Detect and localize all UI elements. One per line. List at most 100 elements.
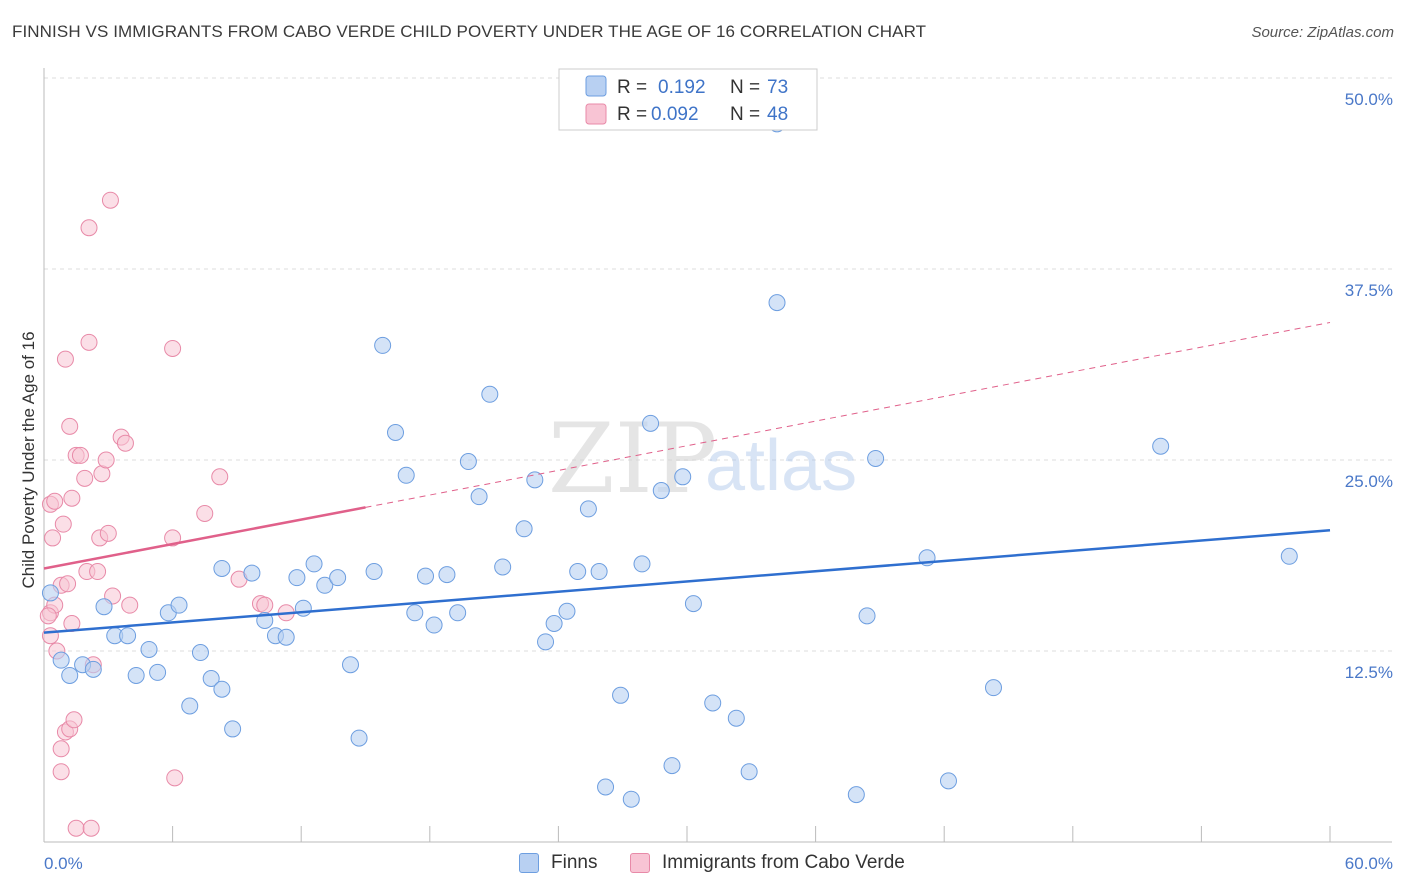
finns-point-24 — [294, 599, 312, 617]
finns-point-23 — [288, 569, 306, 587]
cabo-point-15 — [63, 489, 81, 507]
legend-swatch-finns-bottom — [519, 853, 539, 873]
cabo-point-39 — [196, 504, 214, 522]
finns-point-38 — [449, 604, 467, 622]
cabo-point-20 — [76, 469, 94, 487]
series-legend: Finns Immigrants from Cabo Verde — [0, 852, 1406, 878]
finns-point-55 — [642, 414, 660, 432]
cabo-point-31 — [101, 191, 119, 209]
legend-r-label-finns: R = — [617, 77, 647, 98]
finns-point-39 — [459, 453, 477, 471]
x-tick-label-0: 0.0% — [44, 854, 83, 873]
finns-point-50 — [590, 563, 608, 581]
finns-point-40 — [470, 488, 488, 506]
cabo-point-40 — [211, 468, 229, 486]
finns-point-72 — [1280, 547, 1298, 565]
grid-lines — [44, 77, 1392, 652]
finns-point-46 — [545, 614, 563, 632]
finns-trend-line — [43, 529, 1331, 634]
cabo-point-45 — [39, 607, 57, 625]
watermark-atlas: atlas — [705, 426, 857, 506]
cabo-point-43 — [256, 596, 274, 614]
cabo-trend-line — [43, 506, 366, 570]
finns-point-35 — [417, 567, 435, 585]
legend-n-label-cabo: N = — [730, 104, 760, 125]
finns-point-13 — [181, 697, 199, 715]
finns-points — [41, 115, 1298, 808]
watermark-zip: ZIP — [548, 403, 717, 515]
finns-point-14 — [191, 644, 209, 662]
finns-point-12 — [170, 596, 188, 614]
finns-point-52 — [612, 686, 630, 704]
finns-point-8 — [127, 666, 145, 684]
legend-item-cabo: Immigrants from Cabo Verde — [630, 852, 905, 874]
finns-point-59 — [684, 595, 702, 613]
cabo-point-5 — [46, 492, 64, 510]
finns-point-4 — [84, 660, 102, 678]
finns-point-10 — [149, 663, 167, 681]
finns-point-48 — [569, 563, 587, 581]
finns-point-28 — [341, 656, 359, 674]
legend-r-label-cabo: R = — [617, 104, 647, 125]
cabo-point-10 — [56, 350, 74, 368]
finns-point-65 — [847, 786, 865, 804]
finns-point-29 — [350, 729, 368, 747]
cabo-point-34 — [116, 434, 134, 452]
watermark: ZIP atlas — [548, 403, 857, 515]
finns-point-30 — [365, 563, 383, 581]
x-tick-label-1: 60.0% — [1345, 854, 1393, 873]
cabo-point-2 — [44, 529, 62, 547]
cabo-point-19 — [71, 446, 89, 464]
finns-point-31 — [374, 336, 392, 354]
stats-legend: R = 0.192 N = 73 R = 0.092 N = 48 — [558, 68, 818, 131]
finns-point-57 — [663, 757, 681, 775]
finns-point-15 — [202, 670, 220, 688]
cabo-point-23 — [80, 219, 98, 237]
legend-label-finns: Finns — [551, 852, 598, 873]
finns-point-63 — [768, 294, 786, 312]
finns-point-34 — [406, 604, 424, 622]
finns-point-25 — [305, 555, 323, 573]
finns-point-9 — [140, 640, 158, 658]
finns-point-54 — [633, 555, 651, 573]
cabo-point-8 — [52, 740, 70, 758]
finns-point-67 — [867, 449, 885, 467]
trend-lines — [43, 321, 1331, 634]
finns-point-70 — [984, 679, 1002, 697]
finns-point-58 — [674, 468, 692, 486]
finns-point-33 — [397, 466, 415, 484]
cabo-point-24 — [82, 819, 100, 837]
cabo-point-18 — [67, 819, 85, 837]
legend-n-label-finns: N = — [730, 77, 760, 98]
y-tick-label-2: 37.5% — [1345, 281, 1393, 300]
finns-point-49 — [579, 500, 597, 518]
chart-source: Source: ZipAtlas.com — [1251, 24, 1394, 41]
legend-item-finns: Finns — [519, 852, 597, 874]
legend-swatch-cabo — [585, 103, 607, 125]
finns-point-27 — [329, 569, 347, 587]
y-axis-title: Child Poverty Under the Age of 16 — [19, 331, 38, 588]
legend-swatch-finns — [585, 75, 607, 97]
finns-point-26 — [316, 576, 334, 594]
finns-point-45 — [537, 633, 555, 651]
cabo-point-36 — [164, 339, 182, 357]
finns-point-61 — [727, 709, 745, 727]
finns-point-36 — [425, 616, 443, 634]
chart-title: FINNISH VS IMMIGRANTS FROM CABO VERDE CH… — [12, 22, 927, 41]
finns-point-32 — [387, 423, 405, 441]
finns-point-47 — [558, 602, 576, 620]
finns-point-43 — [515, 520, 533, 538]
legend-n-value-cabo: 48 — [767, 104, 788, 125]
finns-point-56 — [652, 482, 670, 500]
legend-swatch-cabo-bottom — [630, 853, 650, 873]
cabo-point-9 — [54, 515, 72, 533]
finns-point-69 — [939, 772, 957, 790]
cabo-point-3 — [41, 627, 59, 645]
cabo-point-29 — [97, 451, 115, 469]
finns-point-19 — [243, 564, 261, 582]
finns-point-2 — [61, 666, 79, 684]
finns-point-60 — [704, 694, 722, 712]
legend-label-cabo: Immigrants from Cabo Verde — [662, 852, 905, 873]
legend-n-value-finns: 73 — [767, 77, 788, 98]
